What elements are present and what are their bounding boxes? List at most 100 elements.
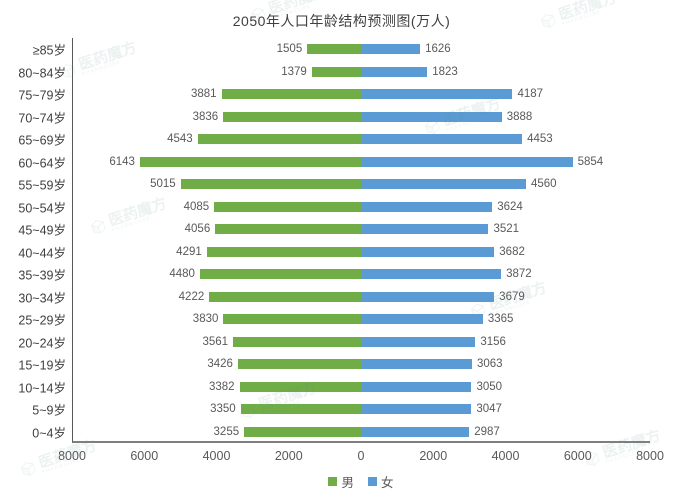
male-bar	[139, 156, 362, 167]
age-label: 20~24岁	[18, 336, 66, 351]
age-label: 10~14岁	[18, 381, 66, 396]
female-value-label: 3521	[493, 223, 520, 236]
age-label: 15~19岁	[18, 358, 66, 373]
male-bar	[206, 246, 362, 257]
male-value-label: 1379	[281, 65, 307, 78]
female-value-label: 3156	[480, 335, 506, 348]
legend-label: 男	[341, 476, 354, 490]
male-bar	[199, 269, 362, 280]
female-bar	[361, 134, 523, 145]
chart-title: 2050年人口年龄结构预测图(万人)	[232, 13, 451, 29]
female-value-label: 3679	[499, 290, 525, 303]
x-tick-label: 8000	[58, 449, 86, 463]
pyramid-row: 80~84岁 1379 1823	[18, 61, 650, 84]
male-bar	[215, 224, 362, 235]
female-value-label: 1823	[432, 65, 458, 78]
age-label: 25~29岁	[18, 313, 66, 328]
pyramid-row: 75~79岁 3881 4187	[18, 83, 650, 106]
female-bar	[361, 156, 573, 167]
age-label: 70~74岁	[18, 111, 66, 126]
female-value-label: 3063	[476, 358, 503, 371]
pyramid-row: 10~14岁 3382 3050	[18, 376, 650, 399]
male-value-label: 4291	[176, 245, 202, 258]
male-value-label: 4480	[169, 268, 195, 281]
male-value-label: 4222	[178, 290, 205, 303]
male-bar	[240, 404, 362, 415]
male-value-label: 3836	[192, 110, 219, 123]
female-value-label: 3872	[506, 268, 532, 281]
male-bar	[239, 381, 362, 392]
pyramid-row: 50~54岁 4085 3624	[18, 196, 650, 219]
male-value-label: 3255	[213, 425, 240, 438]
pyramid-row: 45~49岁 4056 3521	[18, 218, 650, 241]
pyramid-row: 30~34岁 4222 3679	[18, 286, 650, 309]
male-bar	[307, 44, 362, 55]
male-bar	[233, 336, 362, 347]
x-tick-label: 0	[357, 449, 365, 463]
male-value-label: 3881	[190, 88, 217, 101]
female-bar	[361, 89, 513, 100]
x-tick-label: 2000	[274, 449, 303, 463]
male-value-label: 6143	[109, 155, 135, 168]
female-bar	[361, 246, 495, 257]
x-tick-label: 4000	[202, 449, 231, 463]
age-label: 0~4岁	[32, 426, 66, 441]
female-value-label: 4453	[527, 133, 553, 146]
pharmcube-logo-icon	[20, 462, 36, 477]
female-value-label: 3047	[476, 403, 502, 416]
age-label: 30~34岁	[18, 291, 66, 306]
x-tick-label: 2000	[419, 449, 448, 463]
pyramid-row: 0~4岁 3255 2987	[32, 421, 650, 444]
age-label: 5~9岁	[32, 403, 66, 418]
age-label: 40~44岁	[18, 246, 66, 261]
female-bar	[361, 381, 472, 392]
female-bar	[361, 404, 472, 415]
female-bar	[361, 66, 428, 77]
pyramid-row: 40~44岁 4291 3682	[18, 241, 650, 264]
female-value-label: 3365	[487, 313, 514, 326]
pyramid-row: 25~29岁 3830 3365	[18, 308, 650, 331]
female-bar	[361, 111, 502, 122]
pyramid-row: ≥85岁 1505 1626	[33, 38, 650, 61]
male-bar	[223, 111, 362, 122]
female-value-label: 3888	[506, 110, 533, 123]
plot-area: ≥85岁 1505 1626 80~84岁 1379 1823 75~79岁 3881 4187…	[18, 38, 650, 444]
legend-item-female: 女	[368, 472, 394, 491]
legend-swatch	[328, 477, 338, 486]
pyramid-row: 70~74岁 3836 3888	[18, 106, 650, 129]
female-bar	[361, 269, 502, 280]
female-value-label: 4560	[530, 178, 557, 191]
age-label: 55~59岁	[18, 178, 66, 193]
female-value-label: 3050	[476, 380, 503, 393]
age-label: 50~54岁	[18, 201, 66, 216]
pyramid-row: 35~39岁 4480 3872	[18, 263, 650, 286]
age-label: ≥85岁	[32, 43, 66, 58]
female-bar	[361, 201, 493, 212]
x-tick-label: 6000	[130, 449, 159, 463]
pyramid-row: 65~69岁 4543 4453	[18, 128, 650, 151]
male-bar	[221, 89, 362, 100]
male-value-label: 5015	[150, 178, 176, 191]
female-value-label: 5854	[577, 155, 604, 168]
age-label: 45~49岁	[18, 223, 66, 238]
male-value-label: 4543	[167, 133, 193, 146]
male-bar	[180, 179, 362, 190]
female-value-label: 3682	[499, 245, 525, 258]
x-tick-label: 6000	[563, 449, 592, 463]
pyramid-row: 5~9岁 3350 3047	[32, 398, 650, 421]
pyramid-row: 15~19岁 3426 3063	[18, 353, 650, 376]
x-tick-label: 8000	[636, 449, 664, 463]
male-value-label: 4056	[184, 223, 211, 236]
male-value-label: 3382	[208, 380, 235, 393]
female-bar	[361, 44, 421, 55]
legend-item-male: 男	[328, 472, 354, 491]
age-label: 80~84岁	[18, 66, 66, 81]
female-value-label: 3624	[497, 200, 523, 213]
male-bar	[214, 201, 362, 212]
x-axis: 8000 6000 4000 2000 0 2000 4000 6000 8000	[58, 449, 664, 463]
legend-label: 女	[381, 476, 394, 490]
pyramid-row: 20~24岁 3561 3156	[18, 331, 650, 354]
male-value-label: 3830	[192, 313, 219, 326]
age-label: 60~64岁	[18, 156, 66, 171]
